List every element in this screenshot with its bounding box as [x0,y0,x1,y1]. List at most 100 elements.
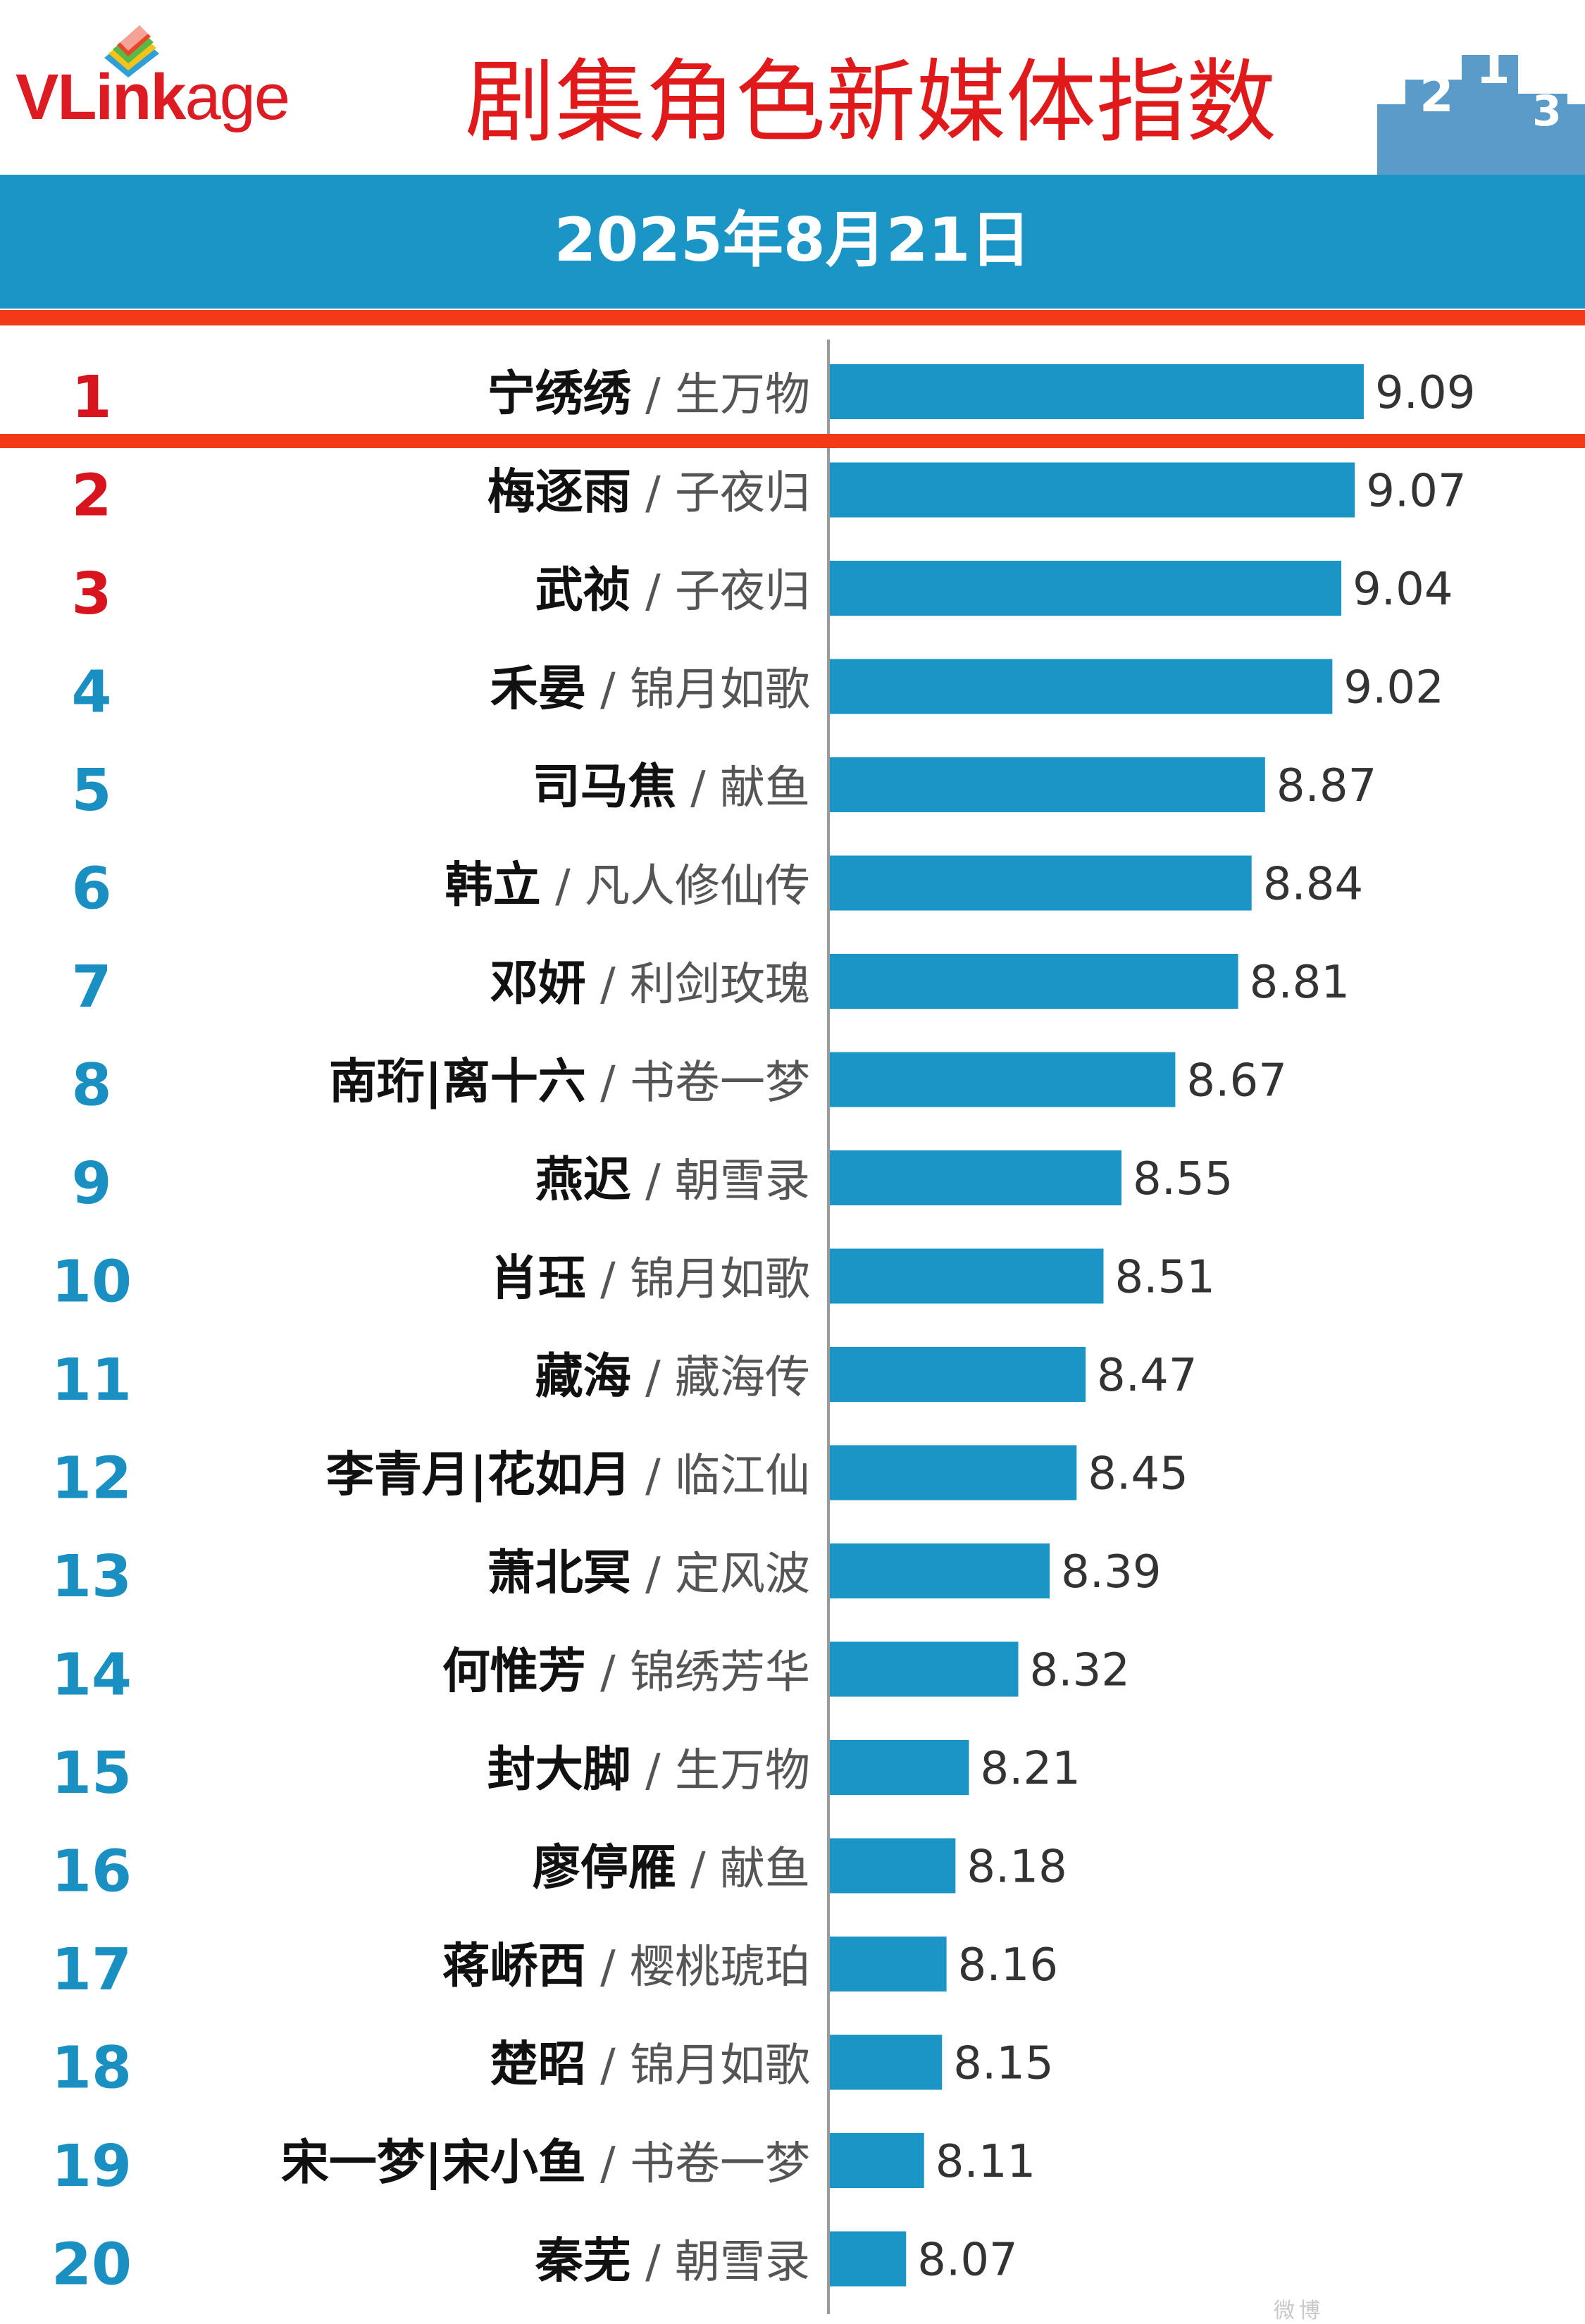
svg-text:3: 3 [1532,87,1562,136]
rank-number-12: 12 [51,1446,132,1512]
role-name: 梅逐雨 [487,465,631,521]
role-name: 禾晏 [490,661,586,717]
top-rank-underline [0,434,1585,448]
rank-number-16: 16 [51,1839,132,1906]
role-name: 秦芜 [535,2234,631,2289]
row-label-4: 禾晏 / 锦月如歌 [490,661,810,717]
rank-number-11: 11 [51,1347,132,1414]
role-name: 肖珏 [490,1251,586,1307]
rank-number-17: 17 [51,1937,132,2003]
date-label: 2025年8月21日 [554,205,1031,275]
row-label-14: 何惟芳 / 锦绣芳华 [442,1644,810,1700]
role-name: 藏海 [535,1349,631,1405]
drama-name: / 献鱼 [676,762,810,814]
rank-number-8: 8 [71,1052,111,1119]
row-label-9: 燕迟 / 朝雪录 [535,1152,810,1208]
row-label-10: 肖珏 / 锦月如歌 [490,1251,810,1307]
drama-name: / 锦月如歌 [586,664,810,716]
row-label-6: 韩立 / 凡人修仙传 [445,858,810,914]
drama-name: / 锦月如歌 [586,1254,810,1306]
drama-name: / 子夜归 [631,566,810,618]
bar-11 [830,1347,1086,1402]
rank-number-2: 2 [71,463,111,530]
row-label-20: 秦芜 / 朝雪录 [535,2234,810,2289]
rank-number-13: 13 [51,1543,132,1610]
rank-number-3: 3 [71,561,111,628]
bar-5 [830,757,1265,812]
bar-3 [830,561,1342,616]
row-label-7: 邓妍 / 利剑玫瑰 [490,956,810,1012]
logo-text-bold: VLink [15,61,186,133]
drama-name: / 锦绣芳华 [586,1647,810,1699]
role-name: 廖停雁 [533,1841,676,1896]
value-label-4: 9.02 [1343,662,1444,714]
svg-text:2: 2 [1419,66,1454,123]
logo-icon [104,25,159,77]
bar-9 [830,1150,1121,1205]
bar-15 [830,1740,969,1795]
bar-1 [830,364,1364,419]
value-label-13: 8.39 [1061,1546,1162,1598]
drama-name: / 朝雪录 [631,2237,810,2289]
drama-name: / 朝雪录 [631,1155,810,1207]
row-label-18: 楚昭 / 锦月如歌 [490,2037,810,2093]
rank-number-10: 10 [51,1249,132,1316]
drama-name: / 生万物 [631,369,810,421]
page-title: 剧集角色新媒体指数 [465,50,1277,155]
drama-name: / 藏海传 [631,1352,810,1404]
drama-name: / 书卷一梦 [586,1057,810,1110]
bar-17 [830,1937,947,1991]
value-label-7: 8.81 [1250,957,1350,1009]
value-label-5: 8.87 [1276,760,1377,812]
value-label-19: 8.11 [936,2136,1036,2188]
rank-number-18: 18 [51,2035,132,2102]
role-name: 邓妍 [490,956,586,1012]
rank-number-1: 1 [71,364,111,431]
row-label-8: 南珩|离十六 / 书卷一梦 [329,1055,810,1110]
rank-number-6: 6 [71,856,111,923]
role-name: 封大脚 [487,1742,631,1798]
drama-name: / 生万物 [631,1745,810,1797]
value-label-14: 8.32 [1030,1645,1131,1697]
row-label-3: 武祯 / 子夜归 [535,563,810,619]
drama-name: / 献鱼 [676,1844,810,1896]
date-band: 2025年8月21日 [0,175,1585,309]
role-name: 韩立 [445,858,541,914]
value-label-9: 8.55 [1133,1153,1233,1205]
bar-14 [830,1641,1019,1697]
role-name: 何惟芳 [442,1644,586,1700]
role-name: 宋一梦|宋小鱼 [281,2135,586,2191]
drama-name: / 利剑玫瑰 [586,959,810,1011]
logo-text-rest: age [185,61,290,133]
bar-20 [830,2231,907,2287]
bar-13 [830,1543,1050,1598]
logo-text: VLinkage [15,65,290,130]
bar-8 [830,1052,1176,1107]
drama-name: / 定风波 [631,1548,810,1601]
role-name: 李青月|花如月 [326,1448,631,1503]
rank-number-5: 5 [71,757,111,824]
bar-18 [830,2034,943,2090]
rank-number-4: 4 [71,659,111,726]
svg-text:1: 1 [1476,37,1510,95]
value-label-12: 8.45 [1088,1448,1188,1500]
header: VLinkage 剧集角色新媒体指数 2 1 3 [0,0,1585,175]
bar-2 [830,462,1355,518]
role-name: 司马焦 [533,759,676,815]
value-label-6: 8.84 [1263,859,1364,911]
role-name: 楚昭 [490,2037,586,2093]
rank-number-19: 19 [51,2133,132,2200]
value-label-1: 9.09 [1375,367,1476,419]
drama-name: / 锦月如歌 [586,2040,810,2092]
bar-10 [830,1248,1104,1304]
bar-12 [830,1445,1077,1500]
role-name: 南珩|离十六 [329,1055,586,1110]
row-label-19: 宋一梦|宋小鱼 / 书卷一梦 [281,2135,810,2191]
bar-19 [830,2133,924,2188]
rank-number-9: 9 [71,1150,111,1217]
value-label-8: 8.67 [1186,1055,1287,1107]
role-name: 蒋峤西 [442,1939,586,1994]
row-label-13: 萧北冥 / 定风波 [487,1546,810,1601]
role-name: 萧北冥 [487,1546,631,1601]
ranking-bar-chart: 1 宁绣绣 / 生万物 9.09 2 梅逐雨 / 子夜归 9.07 3 武祯 / 子夜归 9.0… [51,340,1476,2314]
